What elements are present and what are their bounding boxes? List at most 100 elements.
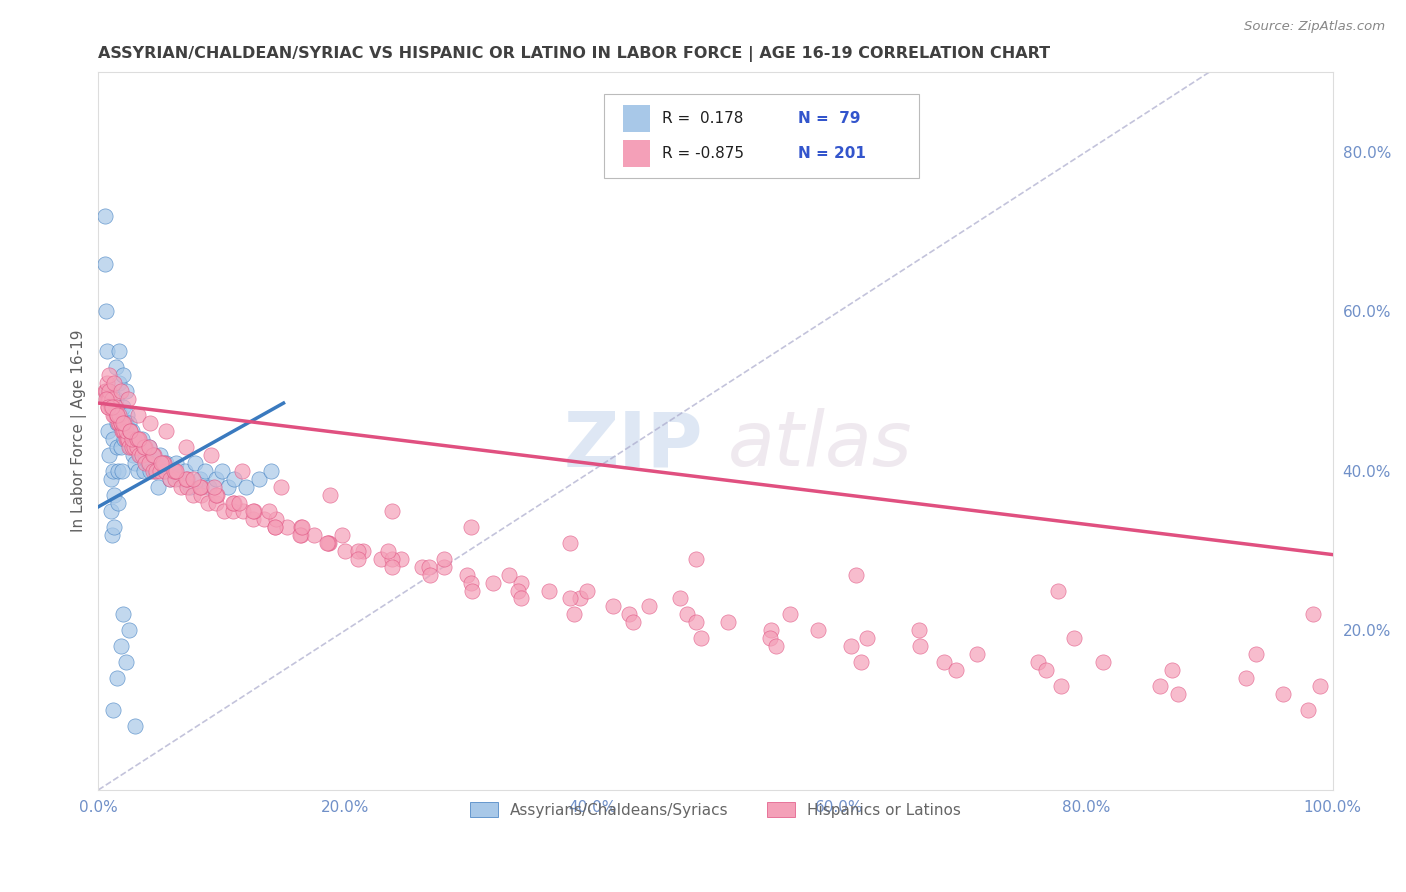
Point [136, 456, 159, 470]
Point [966, 648, 988, 662]
Point [418, 559, 440, 574]
Point [638, 599, 661, 614]
Point [562, 607, 585, 622]
Point [118, 440, 141, 454]
Point [270, 480, 292, 494]
Point [131, 432, 153, 446]
Point [101, 464, 124, 478]
Point [110, 416, 132, 430]
Point [456, 567, 478, 582]
Point [204, 496, 226, 510]
Point [105, 671, 128, 685]
FancyBboxPatch shape [605, 94, 920, 178]
Point [112, 416, 135, 430]
Point [98, 392, 121, 406]
Text: Source: ZipAtlas.com: Source: ZipAtlas.com [1244, 20, 1385, 33]
Point [132, 440, 155, 454]
Point [264, 519, 287, 533]
Point [94, 392, 117, 406]
Point [138, 440, 160, 454]
Point [183, 472, 205, 486]
Point [142, 448, 165, 462]
Point [433, 551, 456, 566]
Point [122, 448, 145, 462]
Point [204, 488, 226, 502]
Point [120, 424, 142, 438]
Point [122, 432, 145, 446]
Point [112, 607, 135, 622]
Point [945, 663, 967, 677]
Point [222, 504, 245, 518]
Y-axis label: In Labor Force | Age 16-19: In Labor Force | Age 16-19 [72, 330, 87, 533]
Point [152, 464, 174, 478]
Point [110, 640, 132, 654]
Point [460, 575, 482, 590]
Point [103, 408, 125, 422]
Point [165, 456, 187, 470]
Point [183, 488, 205, 502]
Point [162, 464, 184, 478]
FancyBboxPatch shape [623, 139, 650, 167]
Point [188, 472, 211, 486]
Point [101, 408, 124, 422]
Point [100, 400, 122, 414]
Point [1035, 663, 1057, 677]
Point [104, 392, 127, 406]
Point [115, 432, 138, 446]
Point [276, 519, 298, 533]
Point [105, 440, 128, 454]
Point [617, 607, 640, 622]
Point [118, 416, 141, 430]
Point [124, 719, 146, 733]
Point [689, 632, 711, 646]
Point [198, 480, 221, 494]
Point [111, 424, 134, 438]
Point [138, 456, 160, 470]
Point [1302, 607, 1324, 622]
Point [1092, 655, 1115, 669]
Point [101, 400, 124, 414]
Point [104, 360, 127, 375]
Point [174, 440, 197, 454]
Point [117, 432, 139, 446]
Point [128, 432, 150, 446]
Point [851, 655, 873, 669]
Point [290, 519, 312, 533]
Point [1244, 648, 1267, 662]
Point [197, 496, 219, 510]
Text: R =  0.178: R = 0.178 [662, 112, 744, 127]
Point [217, 480, 239, 494]
Point [1272, 687, 1295, 701]
Point [142, 448, 165, 462]
Point [231, 464, 253, 478]
Point [110, 408, 132, 422]
Point [125, 440, 148, 454]
Point [224, 496, 246, 510]
Text: N = 201: N = 201 [799, 145, 866, 161]
Point [346, 551, 368, 566]
Point [150, 456, 173, 470]
FancyBboxPatch shape [623, 105, 650, 132]
Point [509, 591, 531, 606]
Point [264, 519, 287, 533]
Point [112, 424, 135, 438]
Point [370, 551, 392, 566]
Point [114, 655, 136, 669]
Point [101, 527, 124, 541]
Point [506, 583, 529, 598]
Point [176, 480, 198, 494]
Point [139, 464, 162, 478]
Point [159, 472, 181, 486]
Point [121, 440, 143, 454]
Point [174, 472, 197, 486]
Point [155, 424, 177, 438]
Point [482, 575, 505, 590]
Point [717, 615, 740, 630]
Point [242, 504, 264, 518]
Point [100, 504, 122, 518]
Point [143, 464, 166, 478]
Point [319, 488, 342, 502]
Point [179, 480, 201, 494]
Point [841, 640, 863, 654]
Point [107, 496, 129, 510]
